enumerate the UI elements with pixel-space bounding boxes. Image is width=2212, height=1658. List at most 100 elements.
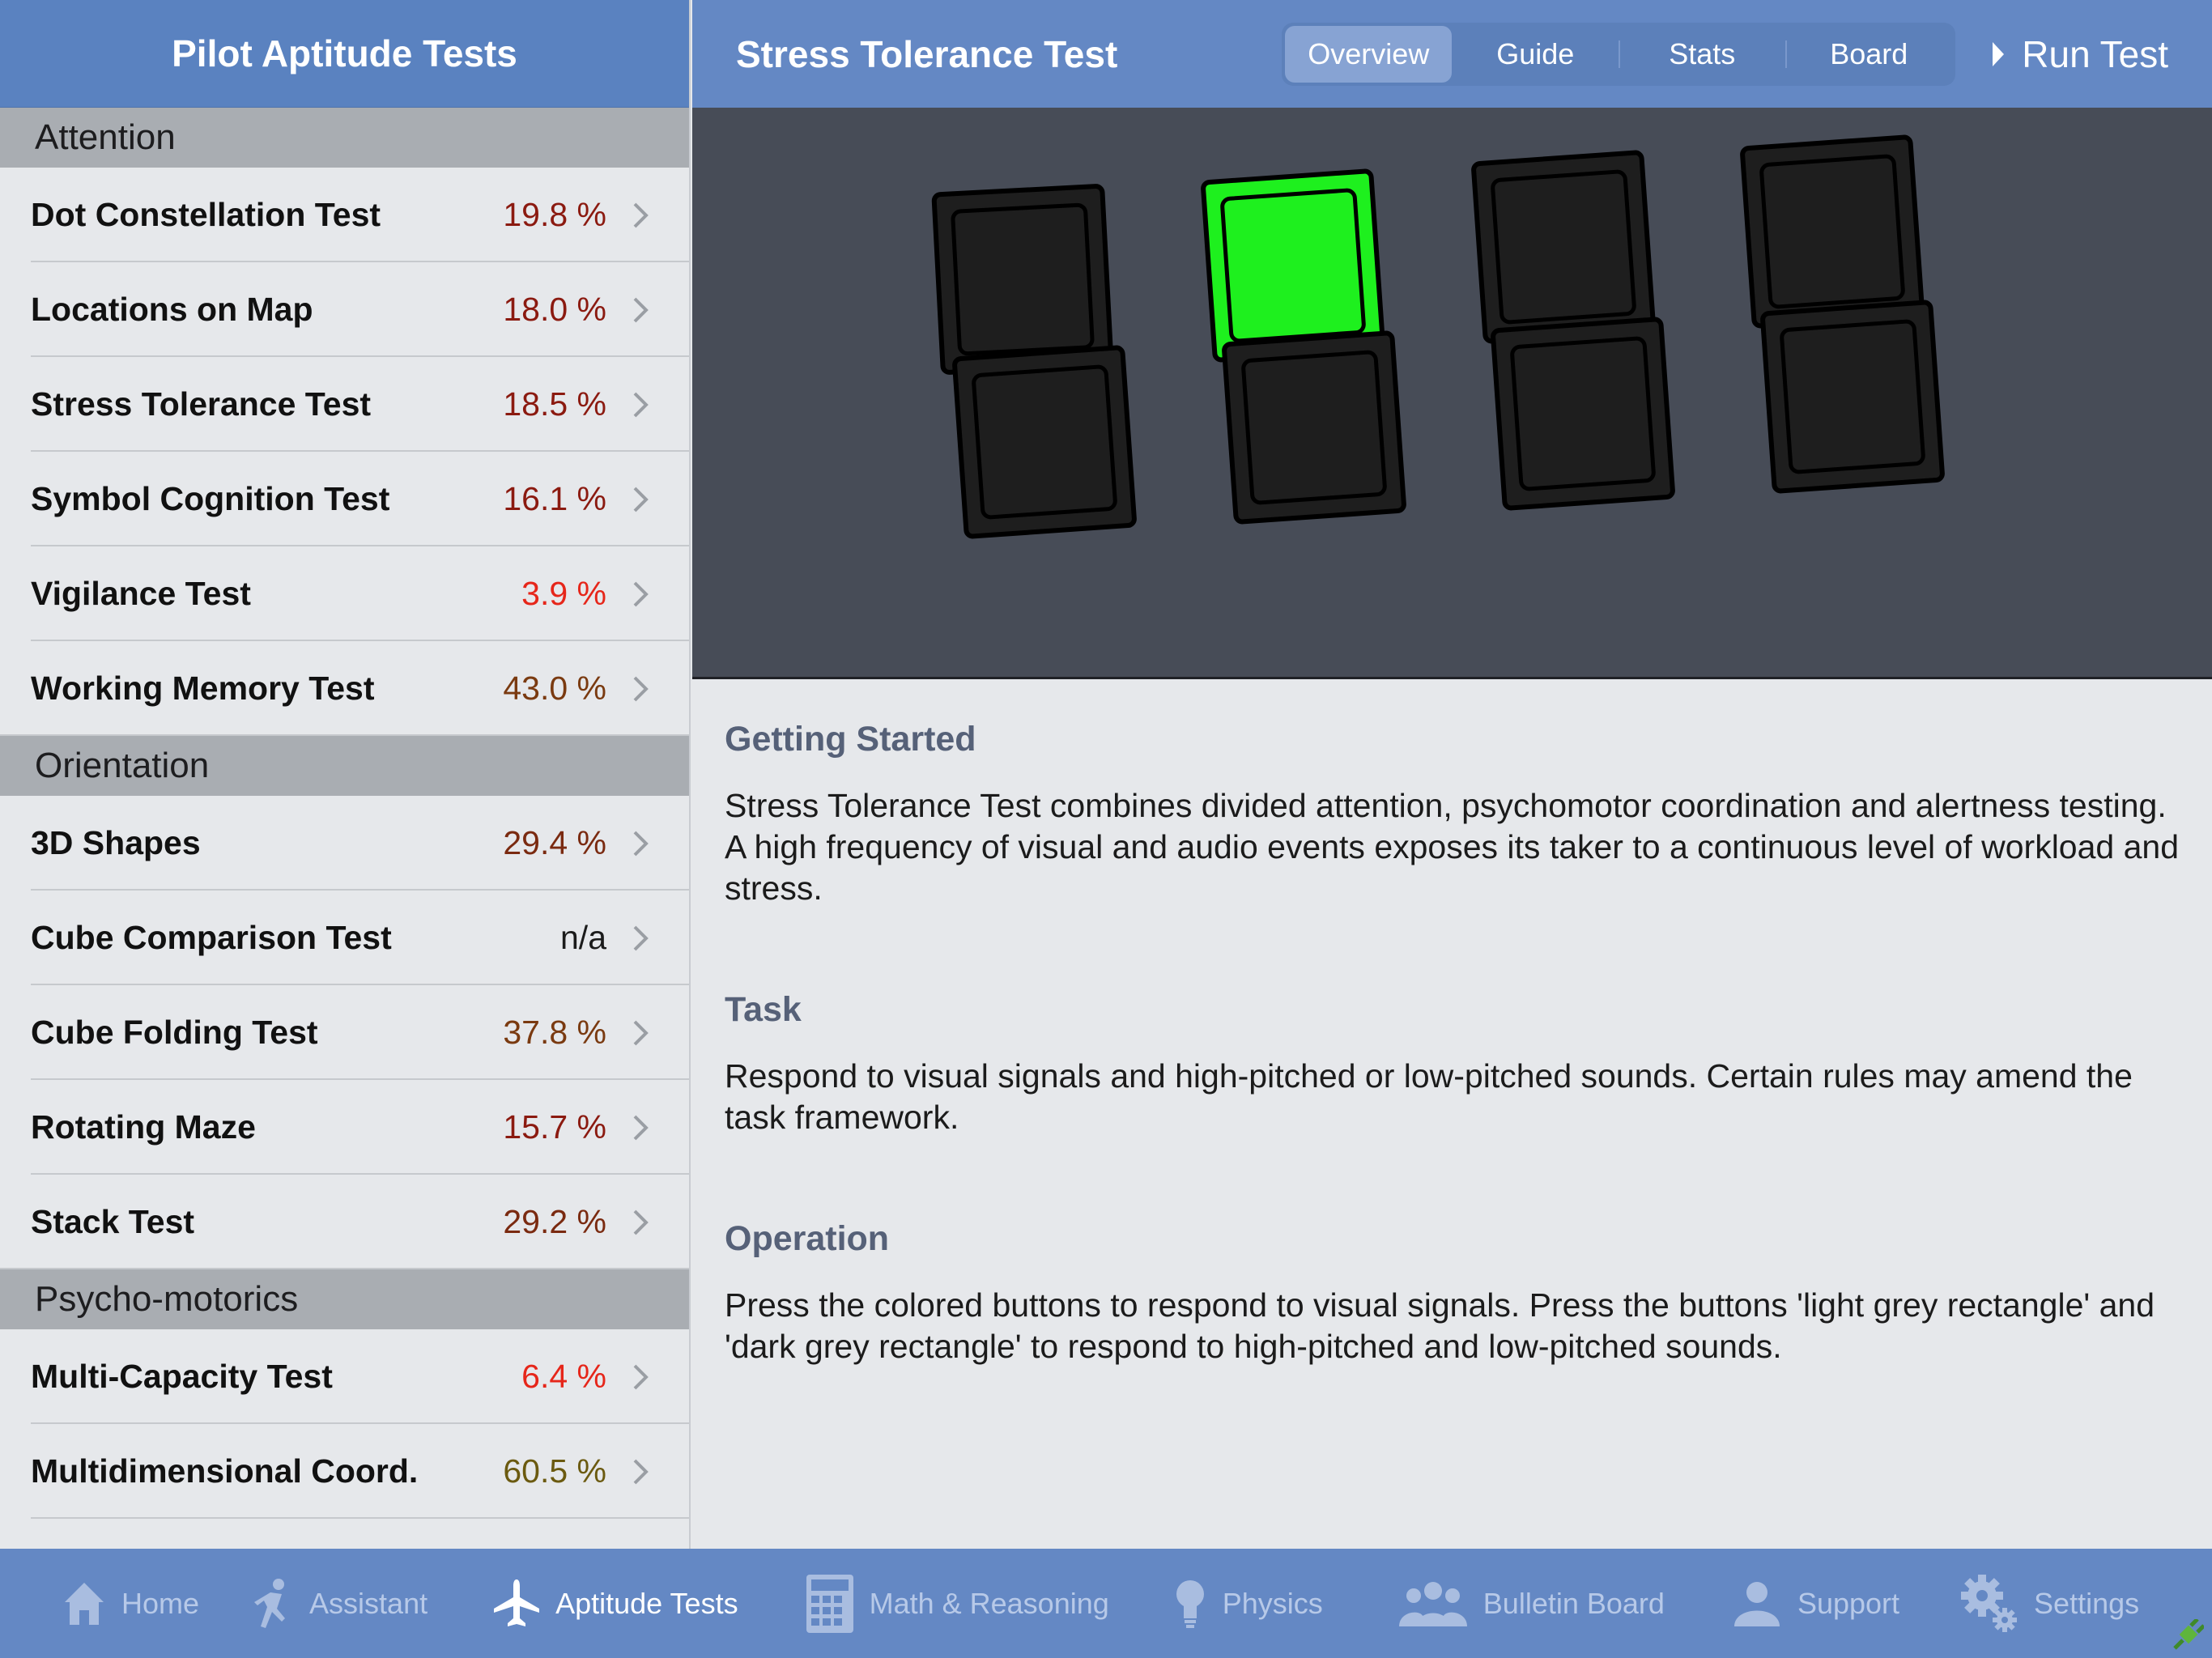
- item-score: 18.5 %: [503, 385, 606, 423]
- item-label: Working Memory Test: [31, 670, 375, 707]
- run-test-button[interactable]: Run Test: [1993, 32, 2168, 76]
- list-item[interactable]: Rotating Maze 15.7 %: [0, 1080, 689, 1175]
- chevron-right-icon: [633, 392, 649, 417]
- section-title: Getting Started: [725, 720, 976, 759]
- tab-math-reasoning[interactable]: Math & Reasoning: [806, 1574, 1109, 1633]
- list-item[interactable]: Cube Folding Test 37.8 %: [0, 985, 689, 1080]
- list-item[interactable]: Locations on Map 18.0 %: [0, 262, 689, 357]
- item-label: Locations on Map: [31, 291, 313, 328]
- chevron-right-icon: [633, 1364, 649, 1389]
- page-title: Stress Tolerance Test: [736, 32, 1118, 75]
- list-item[interactable]: Multidimensional Coord. 60.5 %: [0, 1424, 689, 1519]
- chevron-right-icon: [633, 1209, 649, 1235]
- list-item[interactable]: Multi-Capacity Test 6.4 %: [0, 1329, 689, 1424]
- running-person-icon: [254, 1578, 286, 1628]
- tab-assistant[interactable]: Assistant: [253, 1578, 428, 1630]
- item-label: Multidimensional Coord.: [31, 1452, 419, 1490]
- response-button: [1740, 134, 1925, 329]
- list-item[interactable]: Stack Test 29.2 %: [0, 1175, 689, 1269]
- item-label: Symbol Cognition Test: [31, 480, 390, 517]
- detail-pane: Stress Tolerance Test Overview Guide Sta…: [692, 0, 2212, 1549]
- section-title: Task: [725, 990, 802, 1029]
- detail-header: Stress Tolerance Test Overview Guide Sta…: [692, 0, 2212, 108]
- item-score: 19.8 %: [503, 196, 606, 233]
- chevron-right-icon: [633, 202, 649, 227]
- item-score: 18.0 %: [503, 291, 606, 328]
- tab-physics[interactable]: Physics: [1174, 1579, 1323, 1628]
- chevron-right-icon: [633, 1020, 649, 1045]
- item-score: 16.1 %: [503, 480, 606, 517]
- tab-home[interactable]: Home: [63, 1581, 199, 1626]
- play-triangle-icon: [1993, 41, 2005, 66]
- person-icon: [1733, 1581, 1780, 1626]
- item-score: 29.2 %: [503, 1203, 606, 1240]
- response-button-lit: [1201, 168, 1385, 363]
- chevron-right-icon: [633, 487, 649, 512]
- section-header-orientation: Orientation: [0, 736, 689, 796]
- plug-icon: [2173, 1619, 2204, 1650]
- tab-label: Support: [1797, 1586, 1900, 1620]
- response-button: [952, 345, 1137, 539]
- chevron-right-icon: [633, 831, 649, 856]
- item-score: 43.0 %: [503, 670, 606, 707]
- section-title: Operation: [725, 1219, 890, 1258]
- list-item[interactable]: Stress Tolerance Test 18.5 %: [0, 357, 689, 452]
- item-label: Stress Tolerance Test: [31, 385, 372, 423]
- response-button: [931, 184, 1114, 375]
- group-icon: [1398, 1581, 1467, 1626]
- segment-overview[interactable]: Overview: [1285, 25, 1453, 83]
- response-button: [1222, 330, 1406, 525]
- item-label: 3D Shapes: [31, 824, 201, 861]
- segment-stats[interactable]: Stats: [1619, 26, 1785, 83]
- item-score: 60.5 %: [503, 1452, 606, 1490]
- segment-board[interactable]: Board: [1785, 26, 1952, 83]
- calculator-icon: [806, 1574, 853, 1633]
- item-label: Multi-Capacity Test: [31, 1358, 333, 1395]
- overview-content: Getting Started Stress Tolerance Test co…: [692, 679, 2212, 1367]
- item-label: Dot Constellation Test: [31, 196, 381, 233]
- sidebar-title: Pilot Aptitude Tests: [0, 0, 689, 108]
- tab-settings[interactable]: Settings: [1961, 1574, 2139, 1633]
- gear-icon: [1961, 1574, 2018, 1632]
- chevron-right-icon: [633, 1115, 649, 1140]
- list-item[interactable]: 3D Shapes 29.4 %: [0, 796, 689, 891]
- segment-guide[interactable]: Guide: [1496, 36, 1575, 70]
- chevron-right-icon: [633, 925, 649, 950]
- section-text: Respond to visual signals and high-pitch…: [725, 1057, 2133, 1136]
- section-text: Stress Tolerance Test combines divided a…: [725, 787, 2180, 907]
- list-item[interactable]: Cube Comparison Test n/a: [0, 891, 689, 985]
- tab-bulletin-board[interactable]: Bulletin Board: [1398, 1581, 1665, 1626]
- item-label: Cube Comparison Test: [31, 919, 392, 956]
- section-header-attention: Attention: [0, 108, 689, 168]
- chevron-right-icon: [633, 676, 649, 701]
- segmented-control: Overview Guide Stats Board: [1282, 22, 1956, 86]
- item-score: 29.4 %: [503, 824, 606, 861]
- tab-aptitude-tests[interactable]: Aptitude Tests: [494, 1579, 738, 1628]
- preview-board: [931, 134, 1945, 539]
- tab-label: Aptitude Tests: [555, 1586, 738, 1620]
- list-item[interactable]: Working Memory Test 43.0 %: [0, 641, 689, 736]
- lightbulb-icon: [1176, 1579, 1204, 1628]
- sidebar: Pilot Aptitude Tests Attention Dot Const…: [0, 0, 691, 1549]
- tab-label: Home: [121, 1586, 200, 1620]
- response-button: [1760, 300, 1945, 494]
- section-text: Press the colored buttons to respond to …: [725, 1286, 2155, 1365]
- tab-support[interactable]: Support: [1733, 1581, 1899, 1626]
- section-header-psycho-motorics: Psycho-motorics: [0, 1269, 689, 1329]
- list-item[interactable]: Symbol Cognition Test 16.1 %: [0, 452, 689, 546]
- item-label: Stack Test: [31, 1203, 195, 1240]
- item-score: 3.9 %: [521, 575, 606, 612]
- item-score: 37.8 %: [503, 1014, 606, 1051]
- chevron-right-icon: [633, 1459, 649, 1484]
- response-button: [1491, 317, 1675, 511]
- list-item[interactable]: Vigilance Test 3.9 %: [0, 546, 689, 641]
- list-item[interactable]: Dot Constellation Test 19.8 %: [0, 168, 689, 262]
- response-button: [1471, 150, 1656, 344]
- run-test-label: Run Test: [2022, 32, 2168, 75]
- test-preview: [692, 108, 2212, 679]
- tab-label: Physics: [1222, 1586, 1323, 1620]
- tab-label: Assistant: [309, 1586, 428, 1620]
- item-score: 15.7 %: [503, 1108, 606, 1146]
- item-label: Rotating Maze: [31, 1108, 256, 1146]
